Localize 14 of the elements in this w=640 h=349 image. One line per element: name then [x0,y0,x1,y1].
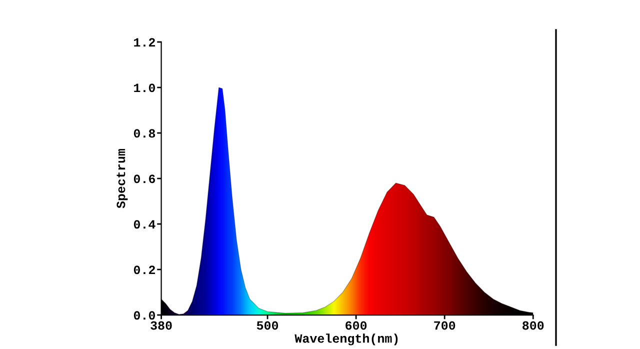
x-tick-label: 500 [256,321,278,330]
y-tick-label: 1.2 [134,38,155,47]
y-tick-label: 1.0 [134,84,155,92]
x-axis-title: Wavelength(nm) [294,334,398,346]
y-tick-label: 0.0 [134,311,155,320]
y-axis-title: Spectrum [116,148,128,208]
y-tick-label: 0.2 [134,266,155,274]
x-tick-label: 800 [522,321,544,330]
x-tick-label: 380 [150,321,172,330]
x-tick-label: 600 [346,321,367,330]
y-tick-label: 0.8 [134,129,156,138]
y-tick-label: 0.4 [134,220,156,229]
x-tick-label: 700 [434,321,456,330]
y-tick-label: 0.6 [134,174,156,184]
